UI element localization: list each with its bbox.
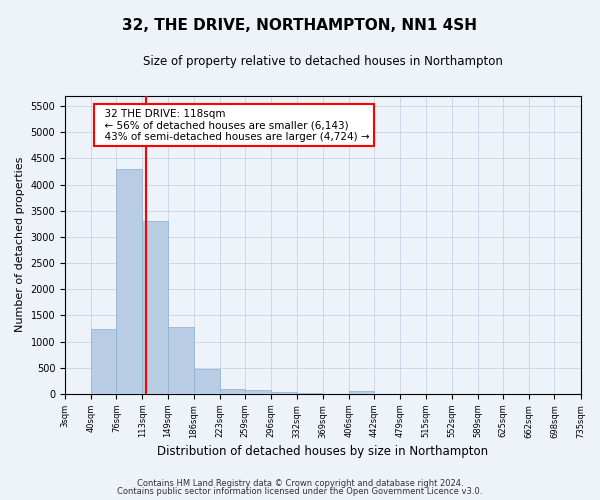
Title: Size of property relative to detached houses in Northampton: Size of property relative to detached ho… (143, 55, 503, 68)
Bar (91, 328, 116, 394)
Bar (168, 328, 194, 394)
Bar (349, 392, 374, 394)
Bar (245, 390, 271, 394)
Bar (194, 369, 220, 394)
Bar (271, 392, 297, 394)
Text: Contains HM Land Registry data © Crown copyright and database right 2024.: Contains HM Land Registry data © Crown c… (137, 478, 463, 488)
Y-axis label: Number of detached properties: Number of detached properties (15, 157, 25, 332)
Bar (116, 169, 142, 394)
Bar (220, 388, 245, 394)
Text: 32, THE DRIVE, NORTHAMPTON, NN1 4SH: 32, THE DRIVE, NORTHAMPTON, NN1 4SH (122, 18, 478, 32)
Text: 32 THE DRIVE: 118sqm
  ← 56% of detached houses are smaller (6,143)
  43% of sem: 32 THE DRIVE: 118sqm ← 56% of detached h… (98, 108, 370, 142)
Bar (142, 221, 168, 394)
X-axis label: Distribution of detached houses by size in Northampton: Distribution of detached houses by size … (157, 444, 488, 458)
Text: Contains public sector information licensed under the Open Government Licence v3: Contains public sector information licen… (118, 487, 482, 496)
